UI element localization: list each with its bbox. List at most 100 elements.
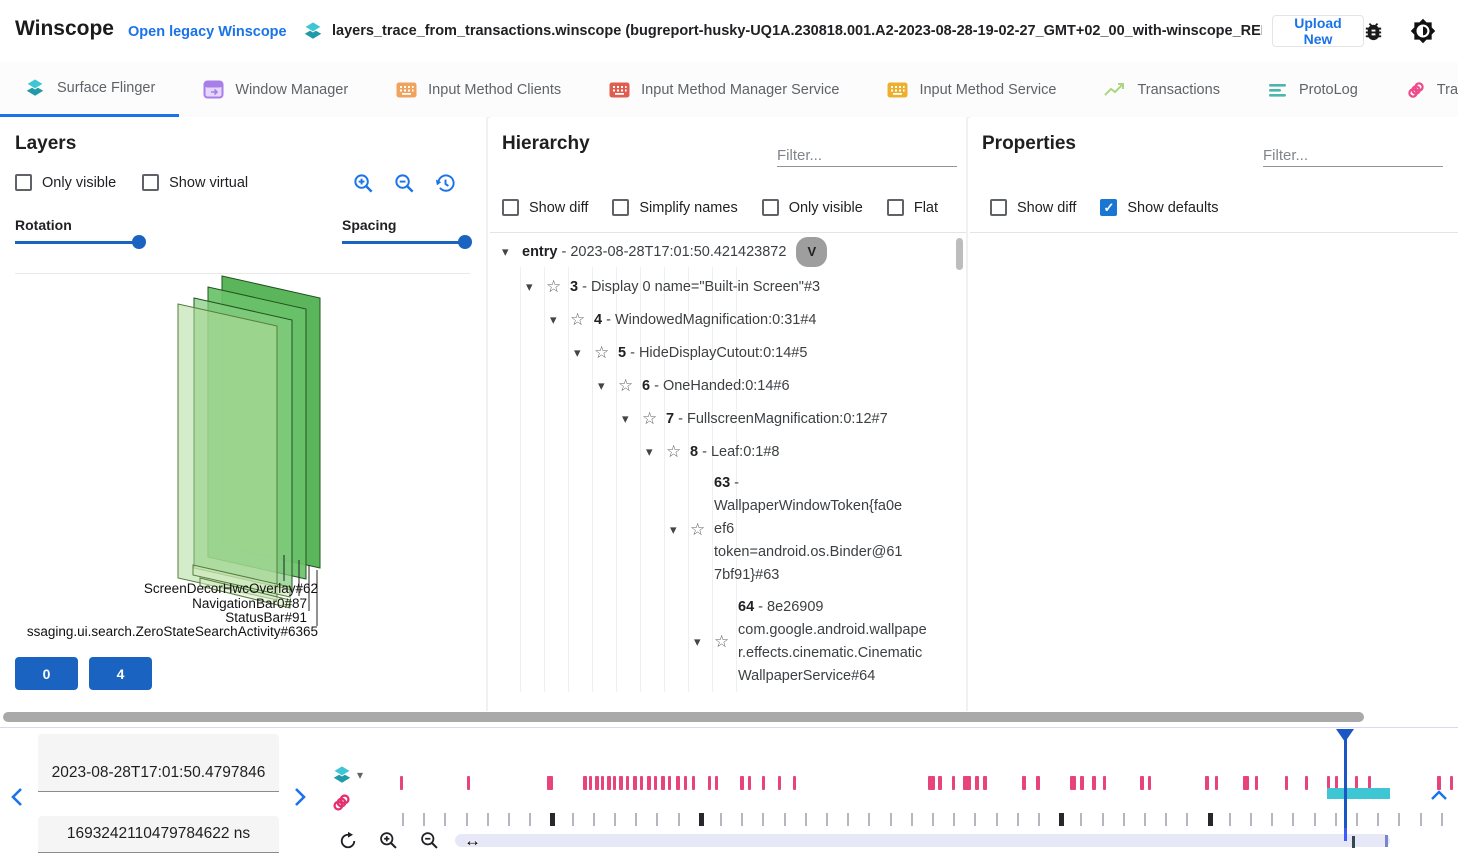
spacing-slider[interactable] [342,235,472,249]
transition-trace-event-mark[interactable] [571,813,574,826]
refresh-icon[interactable] [338,831,358,851]
timeline-canvas[interactable] [395,728,1458,861]
sf-trace-event-mark[interactable] [1070,776,1076,790]
layer-label[interactable]: StatusBar#91 [225,610,307,625]
transition-trace-event-mark[interactable] [762,813,765,826]
tree-node-6[interactable]: ▾ ☆ 6 - OneHanded:0:14#6 [598,373,944,399]
transition-trace-event-mark[interactable] [550,813,556,826]
checkbox-simplify-names[interactable]: Simplify names [612,199,738,216]
sf-trace-event-mark[interactable] [1243,776,1249,790]
sf-trace-event-mark[interactable] [607,776,611,790]
zoom-in-icon[interactable] [352,172,375,195]
transition-trace-event-mark[interactable] [677,813,680,826]
tree-node-4[interactable]: ▾ ☆ 4 - WindowedMagnification:0:31#4 [550,307,944,333]
timestamp-ns-field[interactable]: 1693242110479784622 ns [38,816,279,853]
sf-trace-event-mark[interactable] [740,776,744,790]
sf-trace-event-mark[interactable] [583,776,587,790]
tab-protolog[interactable]: ProtoLog [1244,62,1382,117]
sf-trace-event-mark[interactable] [1080,776,1084,790]
checkbox-box[interactable] [990,199,1007,216]
transition-trace-event-mark[interactable] [1398,813,1401,826]
sf-trace-event-mark[interactable] [1327,776,1330,790]
sf-trace-event-mark[interactable] [952,776,955,790]
checkbox-flat[interactable]: Flat [886,199,938,216]
tab-input-method-clients[interactable]: Input Method Clients [372,62,585,117]
zoom-out-icon[interactable] [419,830,440,851]
sf-trace-event-mark[interactable] [1368,776,1371,790]
sf-trace-event-mark[interactable] [715,776,718,790]
sf-trace-event-mark[interactable] [692,776,695,790]
collapse-arrow-icon[interactable]: ▾ [526,279,533,294]
sf-trace-event-mark[interactable] [595,776,599,790]
pin-star-icon[interactable]: ☆ [546,277,562,296]
transition-trace-event-mark[interactable] [1038,813,1040,826]
checkbox-show-diff[interactable]: Show diff [990,199,1076,216]
bug-report-icon[interactable] [1362,20,1385,43]
sf-trace-event-mark[interactable] [676,776,680,790]
pin-star-icon[interactable]: ☆ [594,343,610,362]
transition-trace-event-mark[interactable] [804,813,807,826]
sf-trace-event-mark[interactable] [1148,776,1151,790]
sf-trace-event-mark[interactable] [654,776,657,790]
transition-trace-event-mark[interactable] [1377,813,1380,826]
pin-star-icon[interactable]: ☆ [570,310,586,329]
open-legacy-link[interactable]: Open legacy Winscope [128,24,287,40]
dark-mode-icon[interactable] [1410,18,1436,44]
main-horizontal-scrollbar[interactable] [0,711,1458,724]
checkbox-box[interactable] [612,199,630,216]
sf-trace-event-mark[interactable] [601,776,604,790]
transition-trace-event-mark[interactable] [889,813,892,826]
pin-star-icon[interactable]: ☆ [642,409,658,428]
timeline-selection-range[interactable] [1327,788,1390,799]
checkbox-box[interactable] [886,199,904,216]
checkbox-box[interactable] [761,199,779,216]
sf-trace-event-mark[interactable] [633,776,637,790]
tree-node-8[interactable]: ▾ ☆ 8 - Leaf:0:1#8 [646,439,944,465]
transition-trace-event-mark[interactable] [402,813,404,826]
properties-filter-input[interactable] [1263,145,1443,167]
layer-label[interactable]: ssaging.ui.search.ZeroStateSearchActivit… [26,624,318,639]
sf-trace-event-mark[interactable] [793,776,796,790]
tab-input-method-manager-service[interactable]: Input Method Manager Service [585,62,863,117]
surface-flinger-trace-icon[interactable] [331,764,353,786]
sf-trace-event-mark[interactable] [963,776,971,790]
transition-trace-event-mark[interactable] [932,813,934,826]
transition-trace-event-mark[interactable] [910,813,913,826]
sf-trace-event-mark[interactable] [1140,776,1144,790]
checkbox-box[interactable] [15,174,32,191]
tree-node-5[interactable]: ▾ ☆ 5 - HideDisplayCutout:0:14#5 [574,340,944,366]
trace-select-caret-icon[interactable]: ▾ [357,768,364,782]
sf-trace-event-mark[interactable] [1103,776,1106,790]
sf-trace-event-mark[interactable] [1205,776,1209,790]
transition-trace-event-mark[interactable] [847,813,850,826]
hierarchy-scrollbar[interactable] [956,238,963,270]
sf-trace-event-mark[interactable] [983,776,987,790]
tab-window-manager[interactable]: Window Manager [179,62,372,117]
collapse-arrow-icon[interactable]: ▾ [622,411,629,426]
checkbox-show-virtual[interactable]: Show virtual [142,174,248,191]
transition-trace-event-mark[interactable] [1165,813,1168,826]
transition-trace-event-mark[interactable] [1292,813,1295,826]
sf-trace-event-mark[interactable] [467,776,470,790]
transition-trace-event-mark[interactable] [826,813,828,826]
hierarchy-filter-input[interactable] [777,145,957,167]
layers-3d-view[interactable] [0,260,487,668]
scrollbar-thumb[interactable] [3,712,1364,722]
sf-trace-event-mark[interactable] [1215,776,1218,790]
transition-trace-event-mark[interactable] [974,813,977,826]
layer-label[interactable]: ScreenDecorHwcOverlay#62 [143,581,318,596]
restore-view-icon[interactable] [434,172,457,195]
next-entry-button[interactable] [290,786,310,808]
sf-trace-event-mark[interactable] [1255,776,1258,790]
timestamp-human-field[interactable]: 2023-08-28T17:01:50.4797846 [38,734,279,792]
tab-surface-flinger[interactable]: Surface Flinger [0,62,180,117]
transition-trace-event-mark[interactable] [1186,813,1189,826]
timeline-cursor-handle[interactable] [1336,729,1354,742]
transition-trace-event-mark[interactable] [1059,813,1065,826]
collapse-arrow-icon[interactable]: ▾ [694,634,701,649]
expand-timeline-icon[interactable] [1428,788,1450,804]
transition-trace-event-mark[interactable] [465,813,468,826]
pin-star-icon[interactable]: ☆ [690,519,706,539]
transition-trace-event-mark[interactable] [1228,813,1231,826]
sf-trace-event-mark[interactable] [640,776,643,790]
